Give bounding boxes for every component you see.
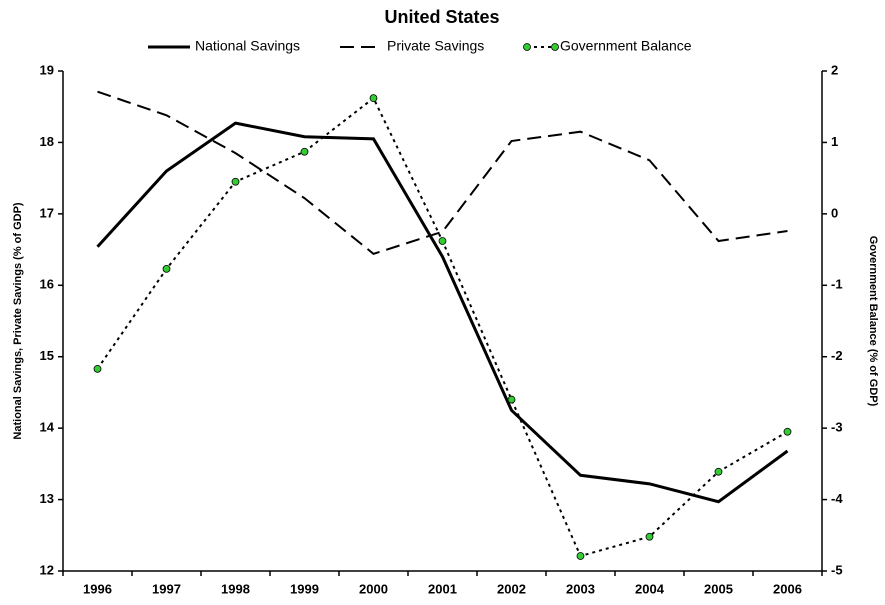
- y2-axis-label: Government Balance (% of GDP): [867, 236, 879, 407]
- marker: [783, 427, 792, 436]
- x-tick-label: 1996: [83, 581, 112, 596]
- x-tick-label: 1998: [221, 581, 250, 596]
- y-tick-label: 19: [40, 62, 54, 77]
- x-tick-label: 2002: [497, 581, 526, 596]
- y2-tick-label: 0: [831, 205, 838, 220]
- y2-tick-label: -4: [831, 491, 843, 506]
- y2-tick-label: -5: [831, 562, 843, 577]
- y-axis-label: National Savings, Private Savings (% of …: [12, 202, 24, 440]
- y-tick-label: 17: [40, 205, 54, 220]
- marker: [162, 264, 171, 273]
- x-tick-label: 1997: [152, 581, 181, 596]
- x-tick-label: 1999: [290, 581, 319, 596]
- y-tick-label: 18: [40, 134, 54, 149]
- series-line: [96, 121, 789, 504]
- y-tick-label: 13: [40, 491, 54, 506]
- marker: [369, 94, 378, 103]
- legend-marker: [551, 43, 559, 51]
- marker: [645, 532, 654, 541]
- marker: [714, 467, 723, 476]
- marker: [576, 552, 585, 560]
- legend-label: Private Savings: [387, 38, 484, 54]
- x-tick-label: 2005: [704, 581, 733, 596]
- legend-marker: [523, 43, 531, 51]
- chart-title: United States: [384, 7, 499, 27]
- x-tick-label: 2000: [359, 581, 388, 596]
- marker: [438, 237, 447, 245]
- x-tick-label: 2001: [428, 581, 457, 596]
- series-line: [97, 90, 788, 255]
- y-tick-label: 15: [40, 348, 54, 363]
- y-tick-label: 16: [40, 277, 54, 292]
- series-line: [96, 96, 789, 558]
- x-tick-label: 2006: [773, 581, 802, 596]
- y2-tick-label: 1: [831, 134, 838, 149]
- x-tick-label: 2004: [635, 581, 665, 596]
- marker: [507, 395, 516, 404]
- y2-tick-label: -1: [831, 277, 843, 292]
- y-tick-label: 14: [40, 420, 55, 435]
- y2-tick-label: 2: [831, 62, 838, 77]
- marker: [300, 147, 309, 156]
- x-tick-label: 2003: [566, 581, 595, 596]
- marker: [231, 177, 240, 186]
- legend-label: Government Balance: [560, 38, 692, 54]
- y2-tick-label: -3: [831, 420, 843, 435]
- legend-label: National Savings: [195, 38, 300, 54]
- marker: [93, 364, 102, 373]
- y-tick-label: 12: [40, 562, 54, 577]
- y2-tick-label: -2: [831, 348, 843, 363]
